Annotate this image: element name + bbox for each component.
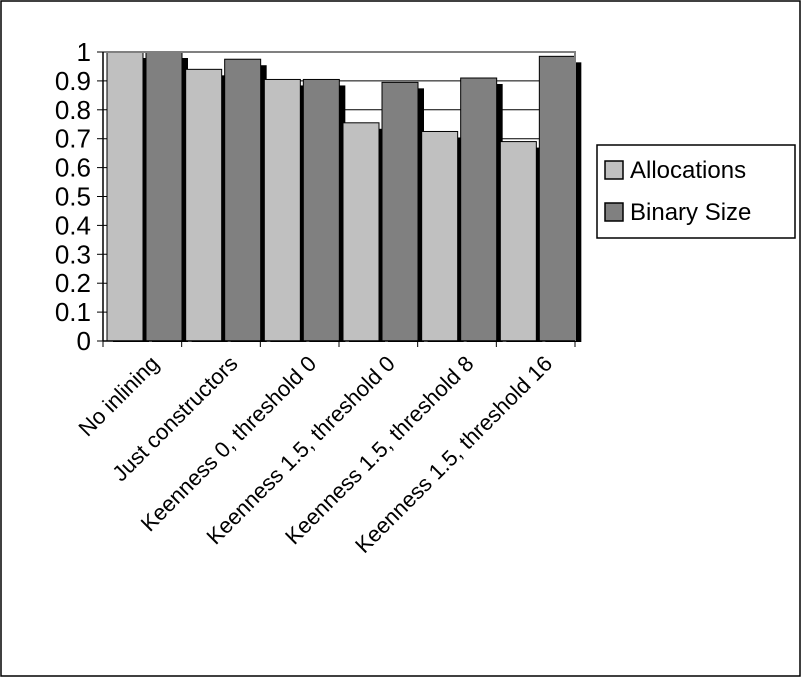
bar-binary-size	[145, 51, 183, 342]
legend-label: Binary Size	[630, 199, 751, 226]
bars	[106, 51, 582, 343]
legend: Allocations Binary Size	[596, 144, 796, 239]
legend-swatch	[604, 160, 624, 180]
bar-binary-size	[224, 58, 262, 342]
bar-binary-size	[460, 77, 498, 342]
bar-allocations	[263, 78, 301, 342]
bar-allocations	[185, 68, 223, 342]
y-tick-label: 0.4	[55, 210, 91, 240]
axes	[97, 51, 576, 347]
y-tick-label: 0.6	[55, 153, 91, 183]
bar-binary-size	[302, 78, 340, 342]
legend-label: Allocations	[630, 157, 746, 184]
bar-allocations	[342, 122, 380, 342]
bar-binary-size	[381, 81, 419, 342]
y-tick-label: 0.2	[55, 268, 91, 298]
bar-allocations	[499, 141, 537, 342]
y-tick-label: 1	[77, 37, 91, 67]
bar-binary-size	[538, 55, 576, 342]
y-tick-label: 0.7	[55, 124, 91, 154]
legend-swatch	[604, 202, 624, 222]
y-tick-label: 0.1	[55, 297, 91, 327]
y-tick-label: 0.5	[55, 182, 91, 212]
y-tick-label: 0	[77, 326, 91, 356]
legend-box	[596, 144, 796, 239]
bar-allocations	[421, 130, 459, 342]
y-tick-label: 0.9	[55, 66, 91, 96]
bar-allocations	[106, 51, 144, 342]
y-tick-label: 0.8	[55, 95, 91, 125]
plot-border	[103, 51, 576, 341]
y-tick-label: 0.3	[55, 239, 91, 269]
y-tick-labels: 00.10.20.30.40.50.60.70.80.91	[55, 37, 91, 356]
